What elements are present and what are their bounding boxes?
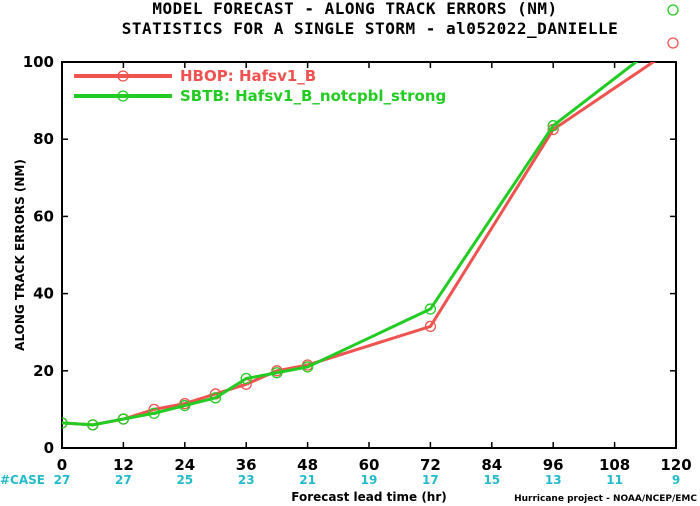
case-count: 27 bbox=[54, 473, 71, 487]
y-tick-label: 40 bbox=[33, 285, 54, 303]
case-count: 17 bbox=[422, 473, 439, 487]
case-count: 15 bbox=[483, 473, 500, 487]
x-axis-label: Forecast lead time (hr) bbox=[291, 490, 447, 504]
credit-text: Hurricane project - NOAA/NCEP/EMC bbox=[514, 494, 697, 504]
chart-subtitle: STATISTICS FOR A SINGLE STORM - al052022… bbox=[122, 19, 619, 38]
series-point-1 bbox=[209, 392, 222, 404]
series-point-1 bbox=[148, 407, 160, 419]
series-point-1 bbox=[179, 399, 191, 412]
legend: HBOP: Hafsv1_B SBTB: Hafsv1_B_notcpbl_st… bbox=[74, 67, 446, 105]
y-tick-label: 60 bbox=[33, 207, 54, 225]
y-tick-label: 20 bbox=[33, 362, 54, 380]
x-tick-label: 24 bbox=[174, 456, 195, 474]
corner-marker-red bbox=[667, 37, 679, 49]
case-count: 11 bbox=[606, 473, 623, 487]
legend-marker-sbtb bbox=[117, 90, 129, 102]
series-point-1 bbox=[271, 367, 283, 379]
case-label: #CASE bbox=[0, 473, 45, 487]
x-tick-label: 72 bbox=[420, 456, 441, 474]
legend-label-hbop: HBOP: Hafsv1_B bbox=[180, 67, 316, 85]
series-point-1 bbox=[424, 303, 437, 315]
series-point-1 bbox=[301, 361, 314, 373]
case-count: 19 bbox=[361, 473, 378, 487]
legend-marker-hbop bbox=[117, 70, 129, 82]
series-point-1 bbox=[62, 417, 68, 429]
x-tick-label: 60 bbox=[359, 456, 380, 474]
corner-marker-green bbox=[667, 4, 679, 16]
case-count: 9 bbox=[672, 473, 680, 487]
series-point-0 bbox=[424, 320, 437, 333]
series-point-1 bbox=[87, 419, 99, 431]
x-tick-label: 108 bbox=[599, 456, 630, 474]
case-count: 27 bbox=[115, 473, 132, 487]
case-counts: 27 27 25 23 21 19 17 15 13 11 9 bbox=[54, 473, 681, 487]
series-point-1 bbox=[240, 372, 252, 385]
y-axis-label: ALONG TRACK ERRORS (NM) bbox=[13, 159, 27, 351]
y-tick-label: 0 bbox=[44, 439, 54, 457]
legend-label-sbtb: SBTB: Hafsv1_B_notcpbl_strong bbox=[180, 87, 446, 105]
x-tick-label: 48 bbox=[297, 456, 318, 474]
series-point-1 bbox=[117, 413, 130, 425]
case-count: 13 bbox=[545, 473, 562, 487]
y-tick-label: 80 bbox=[33, 130, 54, 148]
x-tick-label: 120 bbox=[660, 456, 691, 474]
series-layer bbox=[62, 62, 656, 431]
x-tick-label: 0 bbox=[57, 456, 67, 474]
x-tick-label: 84 bbox=[481, 456, 502, 474]
axis-ticks: 0 12 24 36 48 60 72 84 96 108 120 0 20 40 60 80 100 bbox=[23, 53, 692, 474]
case-count: 21 bbox=[299, 473, 316, 487]
x-tick-label: 36 bbox=[236, 456, 257, 474]
case-count: 25 bbox=[176, 473, 193, 487]
case-count: 23 bbox=[238, 473, 255, 487]
series-point-1 bbox=[547, 120, 559, 132]
plot-frame bbox=[61, 61, 677, 449]
x-tick-label: 96 bbox=[543, 456, 564, 474]
x-tick-label: 12 bbox=[113, 456, 134, 474]
y-tick-label: 100 bbox=[23, 53, 54, 71]
chart-title: MODEL FORECAST - ALONG TRACK ERRORS (NM) bbox=[152, 0, 557, 18]
